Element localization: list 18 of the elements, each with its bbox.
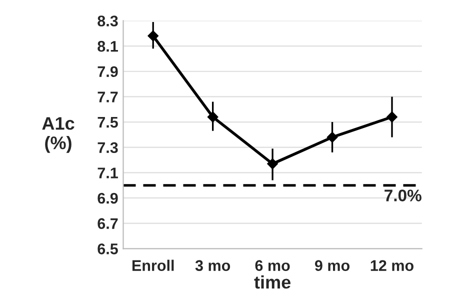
x-tick-label: 6 mo <box>255 260 290 271</box>
x-tick-label: Enroll <box>132 260 174 271</box>
y-axis-title: A1c (%) <box>42 117 74 153</box>
y-tick-label: 8.1 <box>98 40 118 52</box>
x-tick-label: 12 mo <box>370 260 414 271</box>
y-tick-label: 7.3 <box>98 142 118 154</box>
y-tick-label: 6.7 <box>98 218 118 229</box>
x-tick-label: 3 mo <box>195 260 230 271</box>
y-tick-label: 7.1 <box>98 168 118 178</box>
ref-line-label: 7.0% <box>384 190 422 202</box>
y-tick-label: 6.9 <box>98 192 118 204</box>
y-tick-label: 7.7 <box>98 92 118 102</box>
x-tick-label: 9 mo <box>314 260 350 271</box>
y-tick-label: 6.5 <box>98 244 118 254</box>
y-tick-label: 8.3 <box>98 16 118 26</box>
x-axis-title: time <box>254 275 290 289</box>
y-tick-label: 7.9 <box>98 66 118 78</box>
y-tick-label: 7.5 <box>98 117 118 128</box>
